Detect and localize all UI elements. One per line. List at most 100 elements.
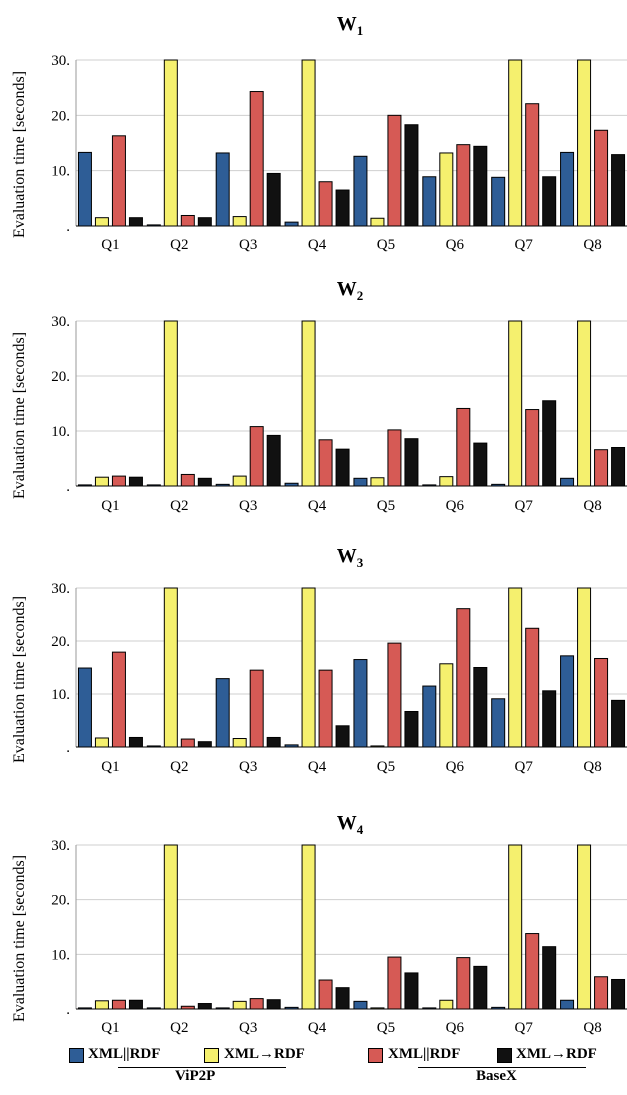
y-tick-label: . <box>66 1002 70 1018</box>
x-tick-label: Q4 <box>308 759 327 775</box>
bar-q1-series-2 <box>94 737 109 748</box>
x-tick-label: Q3 <box>239 759 257 775</box>
bar-q1-series-4 <box>128 999 143 1010</box>
bar-q4-series-2 <box>301 587 316 748</box>
chart-panel-3: W3 Evaluation time [seconds] 30. 20. 10.. Q1 Q… <box>11 545 627 775</box>
legend-label-basex-translate: XML→RDF <box>516 1046 597 1062</box>
bar-q5-series-3 <box>387 114 402 227</box>
bar-q6-series-4 <box>473 667 488 748</box>
x-tick-label: Q2 <box>170 759 188 775</box>
x-tick-label: Q6 <box>446 237 465 253</box>
bar-q6-series-2 <box>439 152 454 227</box>
bar-q3-series-2 <box>232 1000 247 1010</box>
bar-q1-series-4 <box>128 736 143 748</box>
bar-q1-series-2 <box>94 217 109 227</box>
bar-q8-series-4 <box>611 447 626 487</box>
bar-q8-series-1 <box>560 477 575 487</box>
y-tick-label: 10. <box>51 947 70 963</box>
bar-q3-series-4 <box>266 999 281 1010</box>
bar-q4-series-1 <box>284 221 299 227</box>
bar-q7-series-3 <box>525 103 540 227</box>
bar-q7-series-2 <box>508 844 523 1010</box>
y-tick-label: 30. <box>51 314 70 330</box>
bar-q5-series-1 <box>353 659 368 748</box>
bar-q8-series-3 <box>594 657 609 748</box>
x-tick-label: Q8 <box>583 759 601 775</box>
y-tick-label: 30. <box>51 53 70 69</box>
legend-group-rule-vip2p <box>118 1067 286 1068</box>
bar-q4-series-4 <box>335 189 350 227</box>
bar-q3-series-3 <box>249 426 264 487</box>
bar-q2-series-3 <box>180 738 195 748</box>
bar-q1-series-3 <box>111 135 126 227</box>
bar-q1-series-3 <box>111 651 126 748</box>
legend-swatch-basex-joint <box>368 1048 383 1063</box>
y-tick-label: 10. <box>51 687 70 703</box>
x-tick-label: Q1 <box>101 1020 119 1036</box>
legend-swatch-vip2p-joint <box>69 1048 84 1063</box>
x-tick-label: Q2 <box>170 498 188 514</box>
bar-q1-series-3 <box>111 999 126 1010</box>
bar-q7-series-2 <box>508 587 523 748</box>
bar-q1-series-2 <box>94 1000 109 1010</box>
bar-q8-series-1 <box>560 655 575 748</box>
bar-q4-series-2 <box>301 844 316 1010</box>
bar-q8-series-2 <box>577 844 592 1010</box>
bar-q3-series-3 <box>249 91 264 227</box>
y-axis-label: Evaluation time [seconds] <box>11 596 28 763</box>
bar-q6-series-1 <box>422 176 437 227</box>
y-tick-label: 20. <box>51 369 70 385</box>
bar-q4-series-4 <box>335 987 350 1010</box>
bar-q8-series-4 <box>611 154 626 227</box>
legend-label-vip2p-translate: XML→RDF <box>224 1046 305 1062</box>
bar-q2-series-2 <box>163 844 178 1010</box>
chart-title: W3 <box>337 545 364 570</box>
bar-q5-series-1 <box>353 477 368 487</box>
bar-q4-series-3 <box>318 979 333 1010</box>
bar-q6-series-2 <box>439 663 454 748</box>
x-tick-label: Q8 <box>583 1020 601 1036</box>
bar-q2-series-2 <box>163 587 178 748</box>
y-tick-label: . <box>66 740 70 756</box>
x-tick-label: Q1 <box>101 759 119 775</box>
bar-q8-series-2 <box>577 587 592 748</box>
x-tick-label: Q7 <box>515 498 534 514</box>
x-tick-label: Q6 <box>446 759 465 775</box>
x-tick-label: Q7 <box>515 759 534 775</box>
bar-q1-series-2 <box>94 476 109 487</box>
bar-q7-series-3 <box>525 933 540 1010</box>
bar-q7-series-1 <box>491 698 506 748</box>
x-tick-label: Q2 <box>170 1020 188 1036</box>
bar-q6-series-2 <box>439 476 454 487</box>
x-tick-label: Q2 <box>170 237 188 253</box>
bar-q5-series-3 <box>387 956 402 1010</box>
x-tick-label: Q1 <box>101 498 119 514</box>
bar-q7-series-4 <box>542 946 557 1010</box>
bar-q5-series-4 <box>404 124 419 227</box>
bar-q6-series-3 <box>456 608 471 748</box>
bar-q7-series-3 <box>525 409 540 487</box>
bar-q8-series-2 <box>577 59 592 227</box>
bar-q1-series-4 <box>128 476 143 487</box>
bar-q4-series-4 <box>335 725 350 748</box>
bar-q7-series-3 <box>525 627 540 748</box>
bar-q2-series-2 <box>163 59 178 227</box>
bar-q1-series-1 <box>77 151 92 227</box>
bar-q8-series-1 <box>560 999 575 1010</box>
bar-q8-series-1 <box>560 151 575 227</box>
bar-q2-series-4 <box>197 217 212 227</box>
legend-swatch-vip2p-translate <box>204 1048 219 1063</box>
y-tick-label: 30. <box>51 838 70 854</box>
bar-q4-series-3 <box>318 181 333 227</box>
y-axis-label: Evaluation time [seconds] <box>11 332 28 499</box>
bar-q6-series-3 <box>456 957 471 1010</box>
x-tick-label: Q8 <box>583 498 601 514</box>
bar-q3-series-2 <box>232 475 247 487</box>
bar-q5-series-3 <box>387 642 402 748</box>
bar-q2-series-4 <box>197 741 212 748</box>
bar-q3-series-1 <box>215 152 230 227</box>
bar-q6-series-2 <box>439 999 454 1010</box>
bar-q5-series-4 <box>404 710 419 748</box>
legend-group-rule-basex <box>418 1067 586 1068</box>
